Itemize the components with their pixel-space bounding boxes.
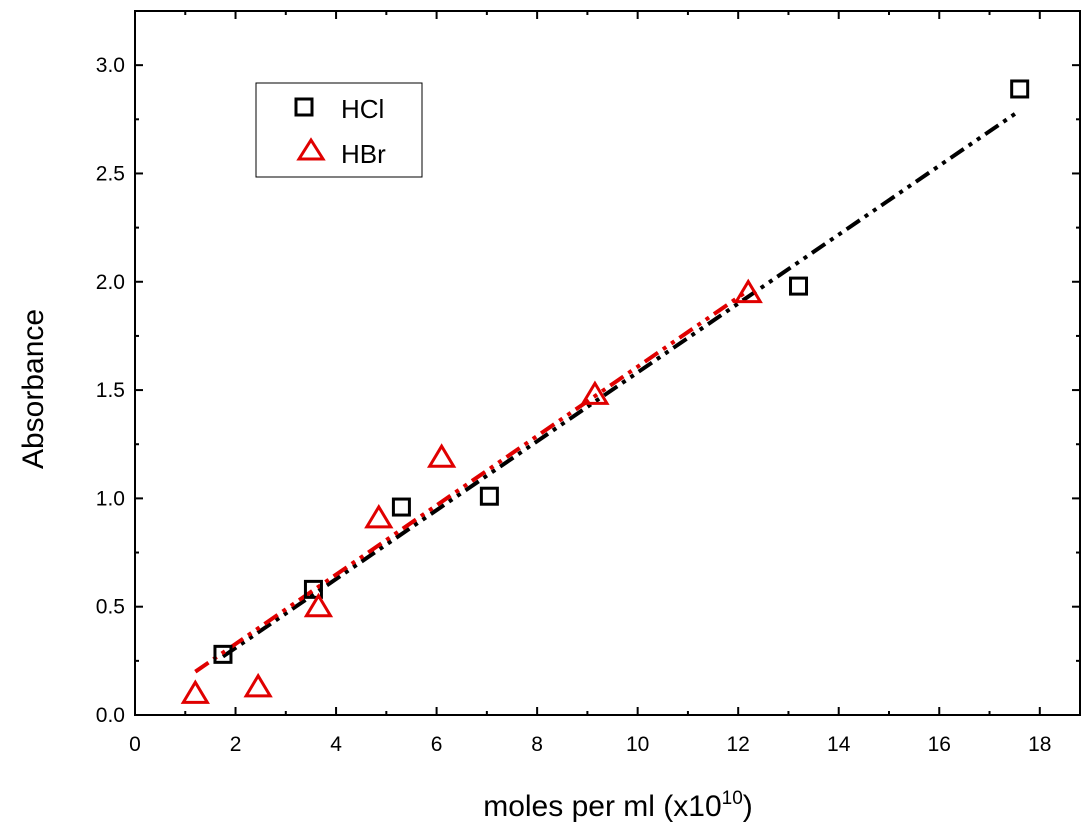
axis-ticks	[134, 11, 1080, 716]
x-tick-label: 16	[928, 733, 951, 756]
x-tick-label: 0	[129, 733, 141, 756]
data-point-hbr	[364, 503, 394, 529]
fit-line-hcl	[221, 108, 1021, 659]
data-point-hbr	[733, 278, 763, 304]
plot-frame	[134, 10, 1081, 716]
data-point-hbr	[303, 592, 334, 618]
data-point-hbr	[243, 672, 273, 698]
data-point-hcl	[1010, 79, 1030, 99]
x-axis-title-end: )	[743, 790, 753, 823]
y-tick-label: 0.5	[96, 596, 125, 619]
x-tick-label: 12	[727, 733, 750, 756]
legend-label-hbr: HBr	[341, 139, 386, 169]
x-axis-title-main: moles per ml (x10	[483, 790, 721, 823]
x-axis-title-superscript: 10	[722, 788, 743, 809]
data-markers	[180, 79, 1030, 704]
fit-line-hbr	[194, 288, 750, 674]
plot-area-border	[134, 10, 1081, 716]
data-point-hbr	[180, 679, 210, 704]
legend-marker-hcl	[294, 97, 314, 117]
y-tick-label: 2.0	[96, 271, 125, 294]
legend-label-hcl: HCl	[341, 94, 384, 124]
x-tick-label: 2	[230, 733, 242, 756]
x-tick-label: 4	[330, 733, 342, 756]
legend-box	[255, 82, 423, 178]
legend-marker-hbr	[296, 137, 326, 161]
x-tick-label: 14	[827, 733, 851, 756]
data-point-hbr	[580, 380, 610, 405]
data-point-hbr	[426, 443, 457, 468]
data-point-hcl	[213, 644, 233, 664]
y-tick-label: 1.5	[96, 379, 125, 402]
x-tick-labels: 0 2 4 6 8 10 12 14 16 18	[129, 733, 1051, 756]
x-tick-label: 10	[626, 733, 649, 756]
x-tick-label: 8	[531, 733, 543, 756]
y-tick-label: 0.0	[96, 704, 125, 727]
legend: HCl HBr	[255, 82, 423, 178]
y-tick-label: 1.0	[96, 487, 125, 510]
fit-lines	[194, 108, 1021, 674]
x-tick-label: 6	[431, 733, 443, 756]
y-axis-title: Absorbance	[17, 309, 50, 469]
y-tick-labels: 0.0 0.5 1.0 1.5 2.0 2.5 3.0	[96, 54, 125, 727]
y-tick-label: 3.0	[96, 54, 125, 77]
data-point-hcl	[479, 486, 499, 506]
x-axis-title: moles per ml (x1010)	[483, 788, 753, 823]
x-tick-label: 18	[1028, 733, 1051, 756]
data-point-hcl	[391, 497, 411, 517]
data-point-hcl	[303, 579, 323, 599]
y-tick-label: 2.5	[96, 162, 125, 185]
data-point-hcl	[789, 276, 809, 296]
